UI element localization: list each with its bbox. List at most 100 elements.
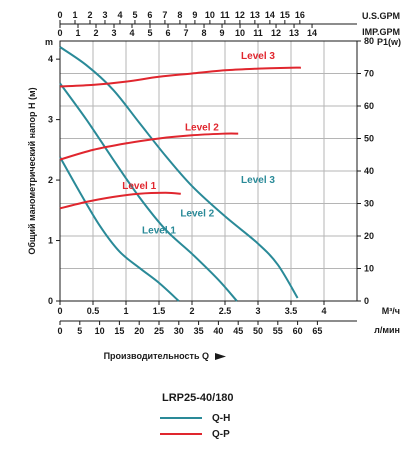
arrow-right-icon bbox=[215, 353, 226, 360]
qh-label-level-3: Level 3 bbox=[241, 175, 275, 186]
tick-label-usgpm: 6 bbox=[147, 10, 152, 20]
tick-label-usgpm: 7 bbox=[162, 10, 167, 20]
top-axis-unit-impgpm: IMP.GPM bbox=[362, 27, 400, 37]
tick-label-usgpm: 15 bbox=[280, 10, 290, 20]
tick-label-lmin: 15 bbox=[114, 326, 124, 336]
left-axis-unit: m bbox=[45, 37, 53, 47]
tick-label-impgpm: 13 bbox=[289, 28, 299, 38]
tick-label-impgpm: 14 bbox=[307, 28, 317, 38]
tick-label-usgpm: 4 bbox=[117, 10, 122, 20]
tick-label-lmin: 20 bbox=[134, 326, 144, 336]
qh-label-level-1: Level 1 bbox=[142, 225, 176, 236]
tick-label-head: 1 bbox=[48, 236, 53, 246]
tick-label-m3h: 3 bbox=[255, 306, 260, 316]
tick-label-impgpm: 2 bbox=[93, 28, 98, 38]
tick-label-usgpm: 12 bbox=[235, 10, 245, 20]
tick-label-impgpm: 8 bbox=[202, 28, 207, 38]
legend-swatch-qp bbox=[160, 433, 202, 435]
tick-label-impgpm: 9 bbox=[220, 28, 225, 38]
legend-item-qp: Q-P bbox=[160, 426, 360, 442]
grid-lines bbox=[60, 41, 357, 301]
legend-label-qh: Q-H bbox=[212, 412, 231, 424]
tick-label-power: 40 bbox=[364, 166, 374, 176]
tick-label-m3h: 2.5 bbox=[219, 306, 232, 316]
tick-label-usgpm: 5 bbox=[132, 10, 137, 20]
legend: LRP25-40/180 Q-H Q-P bbox=[160, 392, 360, 442]
legend-item-qh: Q-H bbox=[160, 410, 360, 426]
tick-label-m3h: 3.5 bbox=[285, 306, 298, 316]
qh-label-level-2: Level 2 bbox=[180, 208, 214, 219]
tick-label-lmin: 25 bbox=[154, 326, 164, 336]
tick-label-impgpm: 6 bbox=[166, 28, 171, 38]
tick-label-usgpm: 9 bbox=[192, 10, 197, 20]
tick-label-power: 0 bbox=[364, 296, 369, 306]
tick-label-m3h: 1 bbox=[123, 306, 128, 316]
tick-label-m3h: 1.5 bbox=[153, 306, 166, 316]
tick-label-usgpm: 1 bbox=[72, 10, 77, 20]
tick-label-usgpm: 13 bbox=[250, 10, 260, 20]
qp-curve-level-1 bbox=[59, 191, 181, 210]
tick-label-lmin: 10 bbox=[95, 326, 105, 336]
tick-label-power: 80 bbox=[364, 36, 374, 46]
tick-label-m3h: 2 bbox=[189, 306, 194, 316]
tick-label-head: 0 bbox=[48, 296, 53, 306]
tick-label-m3h: 0 bbox=[57, 306, 62, 316]
tick-label-impgpm: 0 bbox=[57, 28, 62, 38]
bottom-axis-unit-lmin: л/мин bbox=[374, 325, 400, 335]
tick-label-impgpm: 11 bbox=[253, 28, 263, 38]
legend-label-qp: Q-P bbox=[212, 428, 230, 440]
top-axis-unit-usgpm: U.S.GPM bbox=[362, 11, 400, 21]
tick-label-lmin: 35 bbox=[194, 326, 204, 336]
tick-label-usgpm: 3 bbox=[102, 10, 107, 20]
tick-label-impgpm: 4 bbox=[130, 28, 135, 38]
tick-label-lmin: 45 bbox=[233, 326, 243, 336]
tick-label-impgpm: 1 bbox=[75, 28, 80, 38]
tick-label-usgpm: 11 bbox=[220, 10, 230, 20]
qp-label-level-1: Level 1 bbox=[122, 181, 156, 192]
legend-swatch-qh bbox=[160, 417, 202, 419]
tick-label-impgpm: 12 bbox=[271, 28, 281, 38]
tick-label-impgpm: 5 bbox=[148, 28, 153, 38]
tick-label-usgpm: 14 bbox=[265, 10, 275, 20]
tick-label-usgpm: 16 bbox=[295, 10, 305, 20]
x-axis-title: Производительность Q bbox=[104, 351, 209, 361]
tick-label-power: 10 bbox=[364, 264, 374, 274]
tick-label-lmin: 5 bbox=[77, 326, 82, 336]
curve-labels: Level 3 Level 2 Level 1 Level 3 Level 2 Level… bbox=[122, 51, 275, 236]
tick-label-power: 50 bbox=[364, 134, 374, 144]
tick-label-power: 30 bbox=[364, 199, 374, 209]
tick-label-usgpm: 10 bbox=[205, 10, 215, 20]
qh-curve-level-3 bbox=[59, 46, 299, 299]
qh-curve-level-2 bbox=[59, 82, 238, 302]
qp-curve-level-2 bbox=[59, 132, 239, 161]
left-axis-title: Общий манометрический напор Н (м) bbox=[27, 87, 37, 254]
tick-label-power: 60 bbox=[364, 101, 374, 111]
tick-label-lmin: 65 bbox=[312, 326, 322, 336]
tick-label-head: 4 bbox=[48, 54, 53, 64]
tick-label-lmin: 30 bbox=[174, 326, 184, 336]
tick-label-m3h: 4 bbox=[321, 306, 326, 316]
right-axis-title: P1(w) bbox=[377, 37, 401, 47]
qp-label-level-3: Level 3 bbox=[241, 51, 275, 62]
tick-label-lmin: 40 bbox=[213, 326, 223, 336]
tick-label-impgpm: 3 bbox=[112, 28, 117, 38]
tick-label-head: 3 bbox=[48, 115, 53, 125]
tick-label-m3h: 0.5 bbox=[87, 306, 100, 316]
tick-label-power: 70 bbox=[364, 69, 374, 79]
qp-curve-level-3 bbox=[59, 66, 301, 88]
tick-label-power: 20 bbox=[364, 231, 374, 241]
tick-label-impgpm: 10 bbox=[235, 28, 245, 38]
legend-title: LRP25-40/180 bbox=[162, 392, 234, 404]
tick-label-usgpm: 2 bbox=[87, 10, 92, 20]
tick-label-usgpm: 8 bbox=[177, 10, 182, 20]
qp-label-level-2: Level 2 bbox=[185, 122, 219, 133]
tick-label-lmin: 50 bbox=[253, 326, 263, 336]
tick-label-usgpm: 0 bbox=[57, 10, 62, 20]
tick-label-head: 2 bbox=[48, 175, 53, 185]
bottom-axis-unit-m3h: М³/ч bbox=[382, 306, 400, 316]
curves bbox=[59, 46, 301, 302]
tick-label-impgpm: 7 bbox=[184, 28, 189, 38]
tick-label-lmin: 55 bbox=[273, 326, 283, 336]
